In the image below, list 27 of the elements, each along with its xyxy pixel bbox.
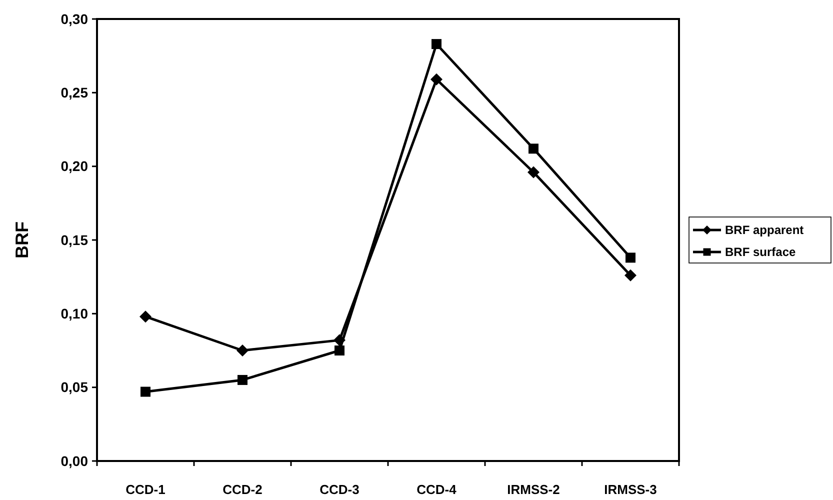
y-tick-label: 0,30 xyxy=(60,10,88,27)
x-tick-label: IRMSS-3 xyxy=(604,482,657,497)
y-tick-label: 0,20 xyxy=(60,158,88,174)
y-tick-label: 0,25 xyxy=(60,84,88,101)
point xyxy=(528,166,540,178)
point xyxy=(432,39,442,50)
y-tick-label: 0,15 xyxy=(60,232,88,248)
point xyxy=(140,386,150,397)
y-axis-title: BRF xyxy=(12,222,32,258)
x-tick-label: CCD-2 xyxy=(222,482,262,497)
y-tick-label: 0,00 xyxy=(60,452,88,469)
y-tick-label: 0,05 xyxy=(60,379,88,396)
point xyxy=(334,346,344,356)
point xyxy=(140,310,152,323)
legend-label: BRF surface xyxy=(725,245,796,260)
x-tick-label: CCD-1 xyxy=(126,482,166,497)
point xyxy=(430,73,442,86)
legend-label: BRF apparent xyxy=(725,223,804,238)
x-tick-label: CCD-3 xyxy=(320,482,360,497)
point xyxy=(624,269,636,282)
point xyxy=(236,344,248,356)
y-tick-label: 0,10 xyxy=(60,306,88,322)
point xyxy=(238,374,248,385)
point xyxy=(626,252,636,263)
point xyxy=(528,144,538,154)
x-tick-label: IRMSS-2 xyxy=(507,482,560,497)
x-tick-label: CCD-4 xyxy=(416,482,458,497)
